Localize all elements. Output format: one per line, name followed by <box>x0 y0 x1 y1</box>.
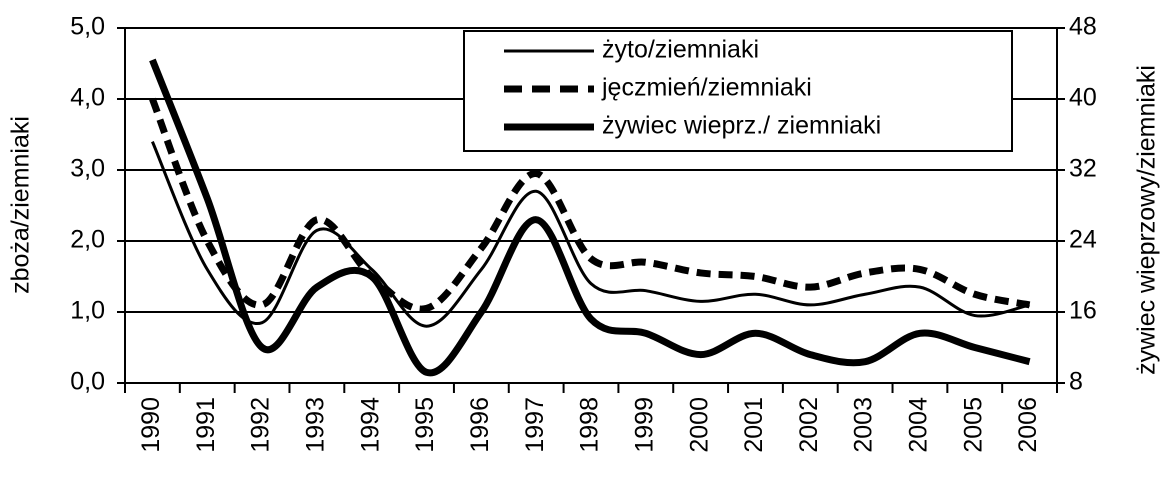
y-tick-label: 3,0 <box>70 155 105 183</box>
x-tick-label: 1995 <box>411 397 439 453</box>
y2-tick-label: 16 <box>1069 297 1097 325</box>
x-tick-label: 2004 <box>905 397 933 453</box>
y2-tick-label: 48 <box>1069 13 1097 41</box>
legend-label: jęczmień/ziemniaki <box>601 74 812 102</box>
y-tick-label: 0,0 <box>70 368 105 396</box>
x-tick-label: 2006 <box>1014 397 1042 453</box>
x-tick-label: 2005 <box>959 397 987 453</box>
x-tick-label: 2001 <box>740 397 768 453</box>
y2-tick-label: 32 <box>1069 155 1097 183</box>
series-line <box>151 141 1030 328</box>
y2-tick-label: 8 <box>1069 368 1083 396</box>
x-tick-label: 1992 <box>247 397 275 453</box>
y2-axis-label: żywiec wieprzowy/ziemniaki <box>1133 65 1161 375</box>
y-tick-label: 5,0 <box>70 13 105 41</box>
legend-label: żywiec wieprz./ ziemniaki <box>602 112 881 140</box>
x-tick-label: 2000 <box>685 397 713 453</box>
x-tick-label: 1999 <box>630 397 658 453</box>
x-tick-label: 1998 <box>576 397 604 453</box>
x-tick-label: 2003 <box>850 397 878 453</box>
x-tick-label: 1997 <box>521 397 549 453</box>
legend-label: żyto/ziemniaki <box>602 36 759 64</box>
y-tick-label: 1,0 <box>70 297 105 325</box>
y2-tick-label: 40 <box>1069 84 1097 112</box>
x-tick-label: 1993 <box>301 397 329 453</box>
y-tick-label: 4,0 <box>70 84 105 112</box>
x-tick-label: 1991 <box>192 397 220 453</box>
y-tick-label: 2,0 <box>70 226 105 254</box>
x-tick-label: 1990 <box>137 397 165 453</box>
series-line <box>149 58 1031 377</box>
y2-tick-label: 24 <box>1069 226 1097 254</box>
x-tick-label: 1994 <box>356 397 384 453</box>
x-tick-label: 2002 <box>795 397 823 453</box>
y-axis-label: zboża/ziemniaki <box>7 116 35 294</box>
x-tick-label: 1996 <box>466 397 494 453</box>
